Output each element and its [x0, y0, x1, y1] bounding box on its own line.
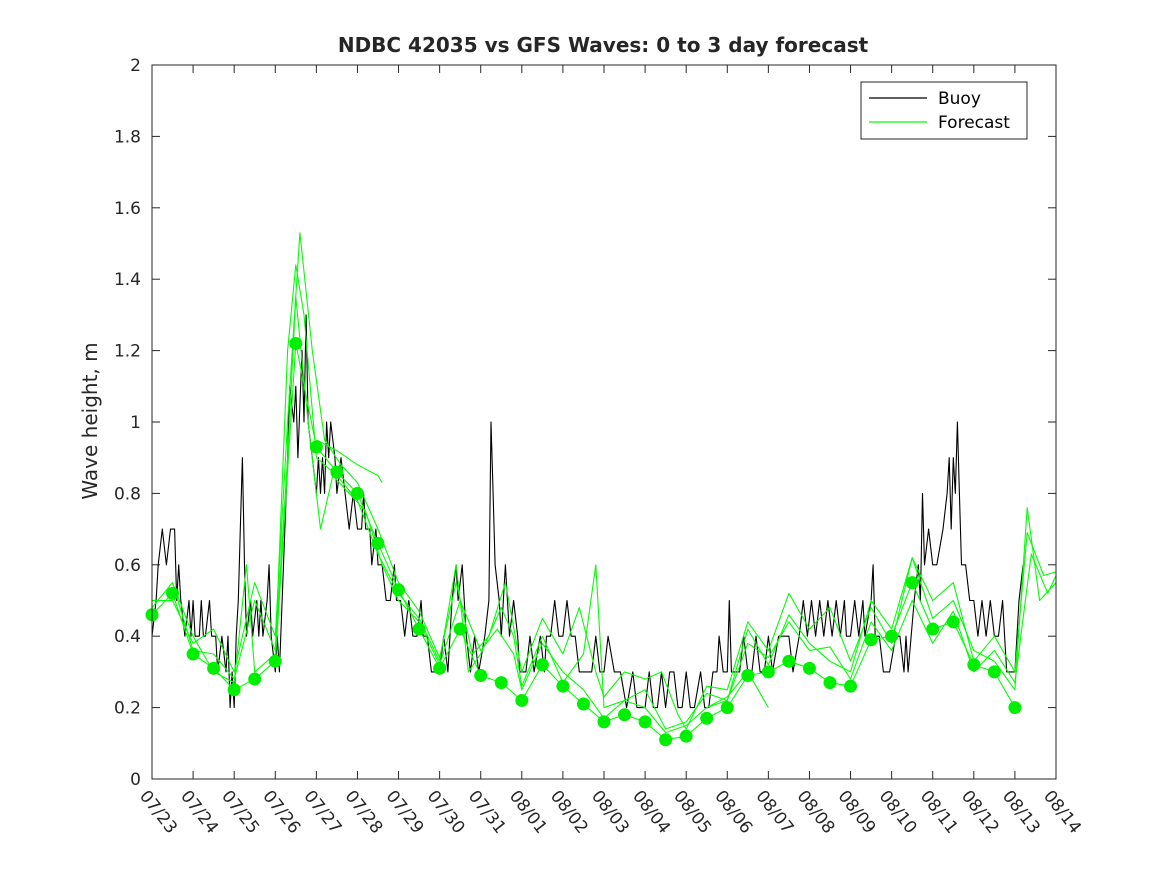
forecast-marker [720, 701, 734, 715]
forecast-marker [371, 536, 385, 550]
forecast-marker [659, 733, 673, 747]
y-tick-label: 0.4 [114, 627, 141, 647]
plot-frame [151, 64, 1057, 780]
forecast-series-line-5 [316, 439, 383, 483]
forecast-marker [412, 622, 426, 636]
y-tick-label: 1 [130, 413, 141, 433]
y-tick-label: 0.8 [114, 484, 141, 504]
legend: Buoy Forecast [860, 81, 1028, 140]
forecast-marker [330, 465, 344, 479]
forecast-marker [638, 715, 652, 729]
forecast-marker [166, 586, 180, 600]
forecast-marker [597, 715, 611, 729]
forecast-series-line-6 [706, 671, 769, 709]
forecast-marker [515, 693, 529, 707]
legend-box [860, 81, 1028, 140]
y-tick-label: 1.2 [114, 342, 141, 362]
y-tick-label: 1.8 [114, 127, 141, 147]
forecast-marker [782, 654, 796, 668]
forecast-series-line-4 [171, 296, 1057, 734]
forecast-marker [268, 654, 282, 668]
legend-label-forecast: Forecast [938, 113, 1010, 133]
forecast-marker [802, 661, 816, 675]
y-tick-label: 1.4 [114, 270, 141, 290]
forecast-marker [453, 622, 467, 636]
forecast-marker [1008, 701, 1022, 715]
forecast-marker [679, 729, 693, 743]
forecast-marker [433, 661, 447, 675]
y-tick-label: 0.6 [114, 556, 141, 576]
forecast-marker [289, 336, 303, 350]
forecast-series-line-3 [152, 232, 1057, 730]
y-tick-label: 2 [130, 56, 141, 76]
forecast-marker [761, 665, 775, 679]
forecast-marker [227, 683, 241, 697]
forecast-marker [207, 661, 221, 675]
y-tick-label: 0.2 [114, 699, 141, 719]
forecast-marker [618, 708, 632, 722]
forecast-series-line-2 [151, 264, 1057, 730]
chart-title: NDBC 42035 vs GFS Waves: 0 to 3 day fore… [338, 33, 869, 57]
forecast-marker [823, 676, 837, 690]
forecast-marker [987, 665, 1001, 679]
forecast-marker [474, 668, 488, 682]
forecast-marker [248, 672, 262, 686]
forecast-marker [309, 440, 323, 454]
forecast-marker [741, 668, 755, 682]
forecast-marker [556, 679, 570, 693]
forecast-marker [535, 658, 549, 672]
forecast-marker [926, 622, 940, 636]
forecast-marker [967, 658, 981, 672]
forecast-marker [392, 583, 406, 597]
forecast-marker [700, 711, 714, 725]
forecast-marker [885, 629, 899, 643]
forecast-marker [350, 486, 364, 500]
y-tick-label: 0 [130, 770, 141, 790]
y-axis-label: Wave height, m [78, 342, 102, 499]
forecast-marker [864, 633, 878, 647]
forecast-marker [844, 679, 858, 693]
forecast-marker [494, 676, 508, 690]
forecast-marker [905, 576, 919, 590]
forecast-marker [946, 615, 960, 629]
forecast-marker [186, 647, 200, 661]
legend-label-buoy: Buoy [938, 89, 981, 109]
y-tick-label: 1.6 [114, 199, 141, 219]
forecast-marker [576, 697, 590, 711]
